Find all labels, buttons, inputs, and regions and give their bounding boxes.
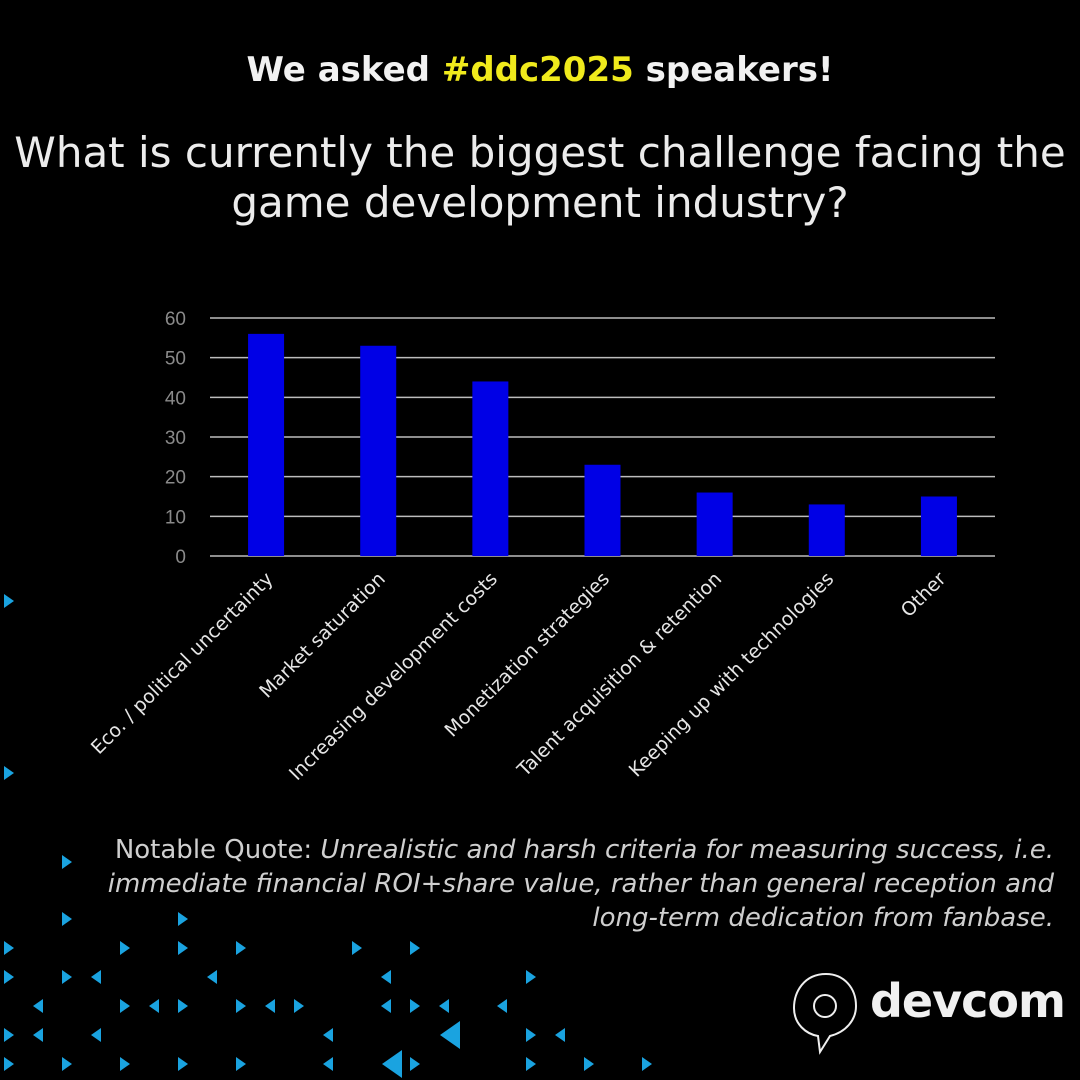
hashtag: #ddc2025 (441, 50, 634, 90)
y-tick-label: 10 (165, 507, 186, 528)
triangle-right-icon (4, 766, 14, 780)
triangle-right-icon (526, 1028, 536, 1042)
triangle-right-icon (584, 1057, 594, 1071)
triangle-right-icon (294, 999, 304, 1013)
headline-suffix: speakers! (633, 50, 834, 90)
triangle-left-icon (439, 999, 449, 1013)
bar (696, 492, 733, 556)
y-tick-label: 50 (165, 349, 186, 370)
triangle-right-icon (410, 1057, 420, 1071)
triangle-left-icon (265, 999, 275, 1013)
triangle-right-icon (178, 1057, 188, 1071)
headline-prefix: We asked (246, 50, 442, 90)
y-tick-label: 40 (165, 388, 186, 409)
y-tick-label: 20 (165, 468, 186, 489)
question-title: What is currently the biggest challenge … (14, 128, 1066, 227)
bar (472, 381, 509, 556)
triangle-left-icon (323, 1028, 333, 1042)
triangle-left-icon (149, 999, 159, 1013)
triangle-left-icon (381, 999, 391, 1013)
triangle-left-icon (91, 970, 101, 984)
y-tick-label: 0 (175, 547, 186, 568)
triangle-right-icon (4, 1028, 14, 1042)
triangle-right-icon (62, 970, 72, 984)
headline: We asked #ddc2025 speakers! (0, 50, 1080, 90)
triangle-right-icon (236, 941, 246, 955)
triangle-right-icon (352, 941, 362, 955)
bar (808, 504, 845, 556)
triangle-right-icon (410, 999, 420, 1013)
triangle-left-icon (207, 970, 217, 984)
bar (920, 496, 957, 556)
triangle-left-icon (323, 1057, 333, 1071)
devcom-logo-icon (792, 972, 858, 1055)
x-tick-label: Market saturation (255, 568, 390, 703)
y-tick-label: 60 (165, 309, 186, 330)
triangle-right-icon (62, 1057, 72, 1071)
bar (360, 345, 397, 556)
triangle-right-icon (120, 999, 130, 1013)
triangle-right-icon (120, 1057, 130, 1071)
triangle-right-icon (4, 941, 14, 955)
quote-text: Unrealistic and harsh criteria for measu… (107, 835, 1054, 933)
bar (248, 333, 285, 556)
triangle-left-icon (33, 1028, 43, 1042)
x-tick-label: Keeping up with technologies (625, 568, 839, 782)
triangle-left-icon (381, 970, 391, 984)
triangle-left-icon (33, 999, 43, 1013)
triangle-right-icon (236, 1057, 246, 1071)
triangle-right-icon (178, 941, 188, 955)
triangle-right-icon (4, 970, 14, 984)
triangle-right-icon (178, 999, 188, 1013)
triangle-right-icon (178, 912, 188, 926)
triangle-left-icon (440, 1021, 460, 1049)
triangle-right-icon (4, 1057, 14, 1071)
triangle-left-icon (382, 1050, 402, 1078)
triangle-left-icon (91, 1028, 101, 1042)
triangle-right-icon (410, 941, 420, 955)
triangle-right-icon (4, 594, 14, 608)
y-tick-label: 30 (165, 428, 186, 449)
notable-quote: Notable Quote: Unrealistic and harsh cri… (94, 833, 1054, 935)
x-tick-label: Other (897, 568, 951, 622)
triangle-left-icon (555, 1028, 565, 1042)
quote-label: Notable Quote: (114, 835, 321, 865)
triangle-right-icon (62, 912, 72, 926)
triangle-right-icon (62, 855, 72, 869)
triangle-left-icon (497, 999, 507, 1013)
x-tick-label: Talent acquisition & retention (512, 568, 726, 782)
triangle-right-icon (526, 1057, 536, 1071)
triangle-right-icon (642, 1057, 652, 1071)
bar (584, 464, 621, 556)
brand-name: devcom (870, 974, 1066, 1028)
triangle-right-icon (526, 970, 536, 984)
triangle-right-icon (120, 941, 130, 955)
x-tick-label: Eco. / political uncertainty (87, 568, 278, 759)
triangle-right-icon (236, 999, 246, 1013)
x-tick-label: Increasing development costs (285, 568, 502, 785)
